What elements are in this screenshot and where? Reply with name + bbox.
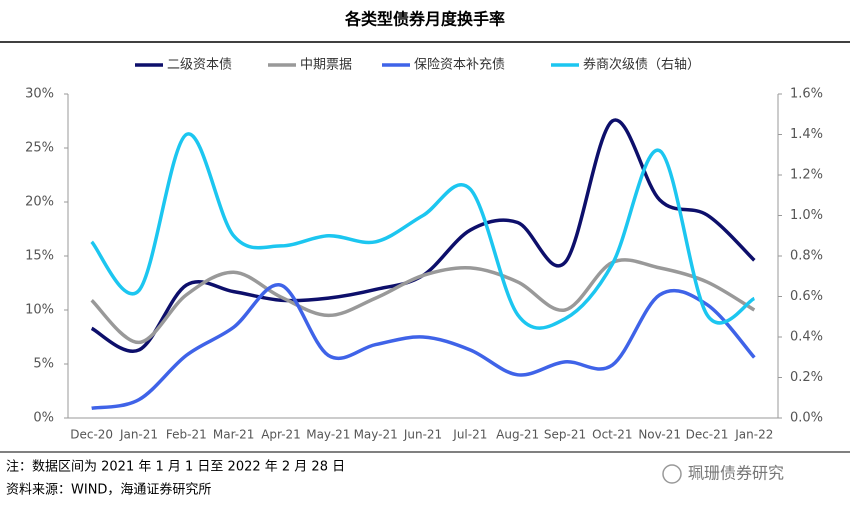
y-tick-label: 20% — [25, 195, 54, 210]
x-tick-label: Nov-21 — [638, 428, 681, 442]
watermark: 珮珊债券研究 — [688, 464, 784, 483]
x-tick-label: Feb-21 — [166, 428, 207, 442]
x-tick-label: Dec-20 — [70, 428, 113, 442]
series-line — [90, 118, 756, 353]
y-tick-label: 0% — [33, 411, 54, 426]
x-tick-label: May-21 — [354, 428, 398, 442]
x-tick-label: May-21 — [306, 428, 350, 442]
x-tick-label: Jul-21 — [452, 428, 487, 442]
series-line — [90, 258, 756, 345]
y2-tick-label: 1.4% — [790, 127, 823, 142]
y-tick-label: 15% — [25, 249, 54, 264]
x-tick-label: Apr-21 — [261, 428, 301, 442]
x-tick-label: Jan-22 — [734, 428, 773, 442]
legend-label: 保险资本补充债 — [414, 57, 505, 73]
series-line — [90, 132, 756, 330]
series-line — [91, 283, 756, 411]
source: 资料来源：WIND，海通证券研究所 — [6, 482, 211, 498]
x-tick-label: Oct-21 — [592, 428, 632, 442]
x-tick-label: Mar-21 — [213, 428, 254, 442]
chart-title: 各类型债券月度换手率 — [344, 10, 505, 29]
y-tick-label: 25% — [25, 141, 54, 156]
y2-tick-label: 0.2% — [790, 370, 823, 385]
watermark-icon — [662, 464, 682, 484]
y-tick-label: 30% — [25, 87, 54, 102]
legend-label: 券商次级债（右轴） — [583, 57, 700, 73]
y2-tick-label: 1.0% — [790, 208, 823, 223]
y2-tick-label: 1.2% — [790, 168, 823, 183]
y2-tick-label: 0.6% — [790, 289, 823, 304]
x-tick-label: Sep-21 — [544, 428, 586, 442]
y-tick-label: 10% — [25, 303, 54, 318]
x-tick-label: Aug-21 — [496, 428, 539, 442]
legend-label: 二级资本债 — [167, 58, 232, 73]
x-tick-label: Dec-21 — [686, 428, 729, 442]
y2-tick-label: 0.4% — [790, 330, 823, 345]
note: 注：数据区间为 2021 年 1 月 1 日至 2022 年 2 月 28 日 — [6, 460, 345, 475]
y2-tick-label: 0.0% — [790, 411, 823, 426]
x-tick-label: Jun-21 — [403, 428, 442, 442]
y2-tick-label: 1.6% — [790, 87, 823, 102]
legend-label: 中期票据 — [300, 58, 352, 73]
y2-tick-label: 0.8% — [790, 249, 823, 264]
x-tick-label: Jan-21 — [119, 428, 158, 442]
y-tick-label: 5% — [33, 357, 54, 372]
